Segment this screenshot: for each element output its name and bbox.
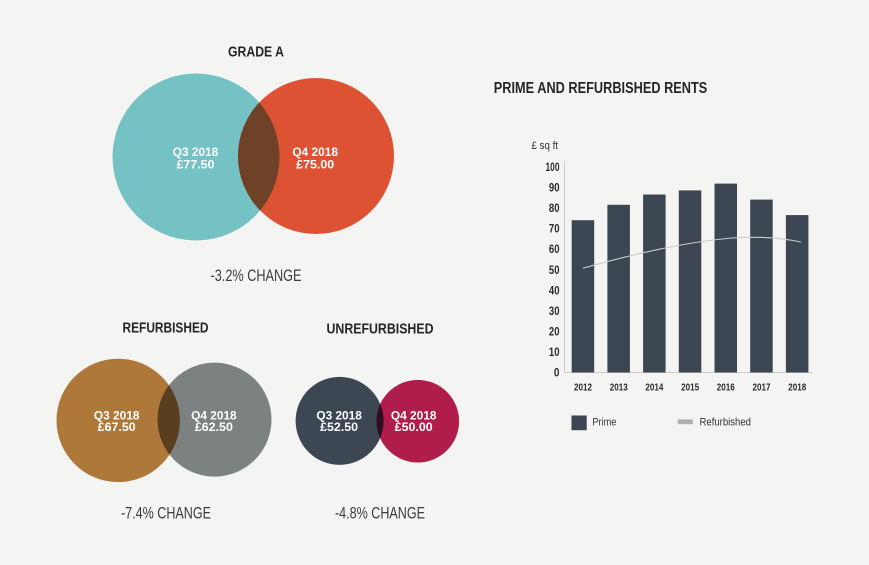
svg-text:£77.50: £77.50 xyxy=(177,160,215,172)
svg-text:30: 30 xyxy=(549,306,560,318)
svg-text:£67.50: £67.50 xyxy=(98,422,136,434)
svg-text:2014: 2014 xyxy=(645,383,663,394)
svg-text:50: 50 xyxy=(549,265,560,277)
svg-text:2012: 2012 xyxy=(574,383,592,394)
svg-text:2018: 2018 xyxy=(788,383,806,394)
svg-text:Q3 2018: Q3 2018 xyxy=(173,147,219,159)
svg-text:60: 60 xyxy=(549,244,560,256)
svg-text:Refurbished: Refurbished xyxy=(700,417,752,429)
svg-text:2017: 2017 xyxy=(753,383,771,394)
svg-text:£52.50: £52.50 xyxy=(320,422,358,434)
svg-text:Q3 2018: Q3 2018 xyxy=(316,411,362,423)
svg-text:2015: 2015 xyxy=(681,383,699,394)
svg-text:£50.00: £50.00 xyxy=(395,422,433,434)
svg-text:£75.00: £75.00 xyxy=(296,160,334,172)
svg-text:-3.2% CHANGE: -3.2% CHANGE xyxy=(211,267,302,285)
svg-text:-4.8% CHANGE: -4.8% CHANGE xyxy=(335,504,425,522)
svg-text:Q4 2018: Q4 2018 xyxy=(191,411,237,423)
svg-text:GRADE A: GRADE A xyxy=(228,44,284,61)
svg-text:0: 0 xyxy=(554,368,560,380)
svg-text:-7.4% CHANGE: -7.4% CHANGE xyxy=(121,504,211,522)
svg-text:100: 100 xyxy=(546,162,560,174)
svg-text:Prime: Prime xyxy=(592,417,616,429)
svg-text:Q4 2018: Q4 2018 xyxy=(292,147,338,159)
svg-text:PRIME AND REFURBISHED RENTS: PRIME AND REFURBISHED RENTS xyxy=(494,80,708,97)
svg-text:REFURBISHED: REFURBISHED xyxy=(123,320,209,337)
svg-text:£62.50: £62.50 xyxy=(195,422,233,434)
svg-text:UNREFURBISHED: UNREFURBISHED xyxy=(327,321,434,338)
svg-text:10: 10 xyxy=(549,347,560,359)
svg-text:2016: 2016 xyxy=(717,383,735,394)
svg-text:90: 90 xyxy=(549,183,560,195)
svg-text:£ sq ft: £ sq ft xyxy=(532,140,559,152)
svg-text:Q3 2018: Q3 2018 xyxy=(94,411,140,423)
svg-text:80: 80 xyxy=(549,203,560,215)
svg-text:Q4 2018: Q4 2018 xyxy=(391,411,437,423)
svg-text:70: 70 xyxy=(549,224,560,236)
svg-text:2013: 2013 xyxy=(610,383,628,394)
svg-text:40: 40 xyxy=(549,285,560,297)
svg-text:20: 20 xyxy=(549,327,560,339)
